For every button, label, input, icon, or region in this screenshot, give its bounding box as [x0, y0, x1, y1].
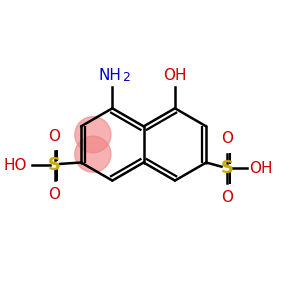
Text: OH: OH	[163, 68, 187, 83]
Text: O: O	[221, 131, 233, 146]
Text: S: S	[220, 159, 234, 177]
Circle shape	[75, 136, 111, 172]
Text: 2: 2	[122, 71, 130, 84]
Text: S: S	[48, 156, 61, 174]
Text: O: O	[49, 187, 61, 202]
Text: OH: OH	[249, 160, 273, 175]
Text: NH: NH	[98, 68, 121, 83]
Text: HO: HO	[3, 158, 27, 173]
Text: O: O	[221, 190, 233, 205]
Text: O: O	[49, 129, 61, 144]
Circle shape	[75, 117, 111, 153]
